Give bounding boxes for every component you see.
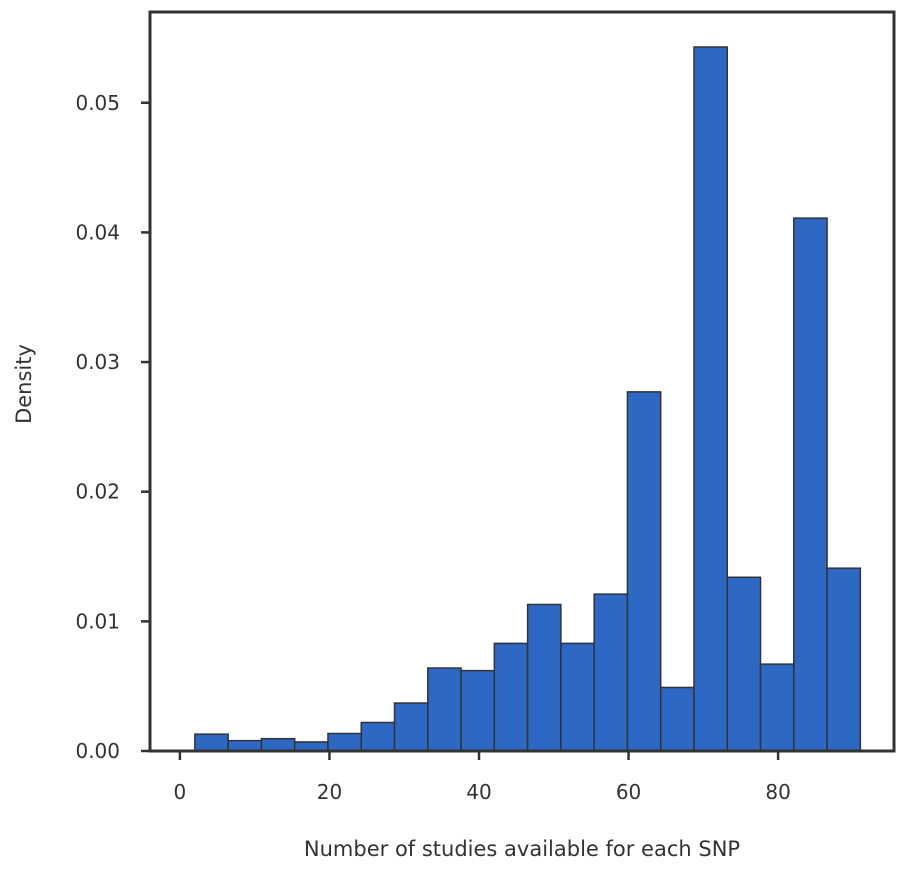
histogram-bar (659, 686, 695, 752)
x-tick-label: 60 (616, 780, 641, 804)
x-tick-label: 80 (765, 780, 790, 804)
histogram-bar (427, 667, 462, 752)
y-tick-label: 0.03 (75, 350, 120, 374)
histogram-bar (460, 669, 496, 752)
y-axis-ticks: 0.00 0.01 0.02 0.03 0.04 0.05 (75, 91, 150, 763)
histogram-bar (693, 46, 729, 752)
histogram-bar (826, 567, 862, 752)
y-tick-label: 0.02 (75, 480, 120, 504)
histogram-bar (194, 733, 229, 752)
x-tick-label: 0 (174, 780, 187, 804)
plot-frame (148, 10, 896, 753)
histogram-bars (194, 46, 862, 752)
histogram-bar (793, 217, 828, 752)
histogram-bar (493, 642, 529, 752)
x-tick-label: 40 (466, 780, 491, 804)
histogram-bar (227, 739, 263, 752)
histogram-bar (526, 603, 562, 752)
histogram-bar (260, 737, 296, 752)
y-tick-label: 0.01 (75, 609, 120, 633)
y-tick-label: 0.04 (75, 220, 120, 244)
histogram-bar (360, 721, 396, 752)
y-axis-label: Density (12, 344, 36, 424)
histogram-bar (726, 576, 762, 752)
x-axis-label: Number of studies available for each SNP (304, 837, 740, 861)
histogram-bar (560, 642, 595, 752)
histogram-bar (759, 663, 795, 752)
histogram-bar (393, 702, 429, 752)
y-tick-label: 0.05 (75, 91, 120, 115)
x-tick-label: 20 (317, 780, 342, 804)
histogram-bar (593, 593, 629, 752)
x-axis-ticks: 0 20 40 60 80 (174, 751, 791, 804)
histogram-bar (327, 732, 362, 752)
histogram-bar (626, 391, 662, 752)
y-tick-label: 0.00 (75, 739, 120, 763)
